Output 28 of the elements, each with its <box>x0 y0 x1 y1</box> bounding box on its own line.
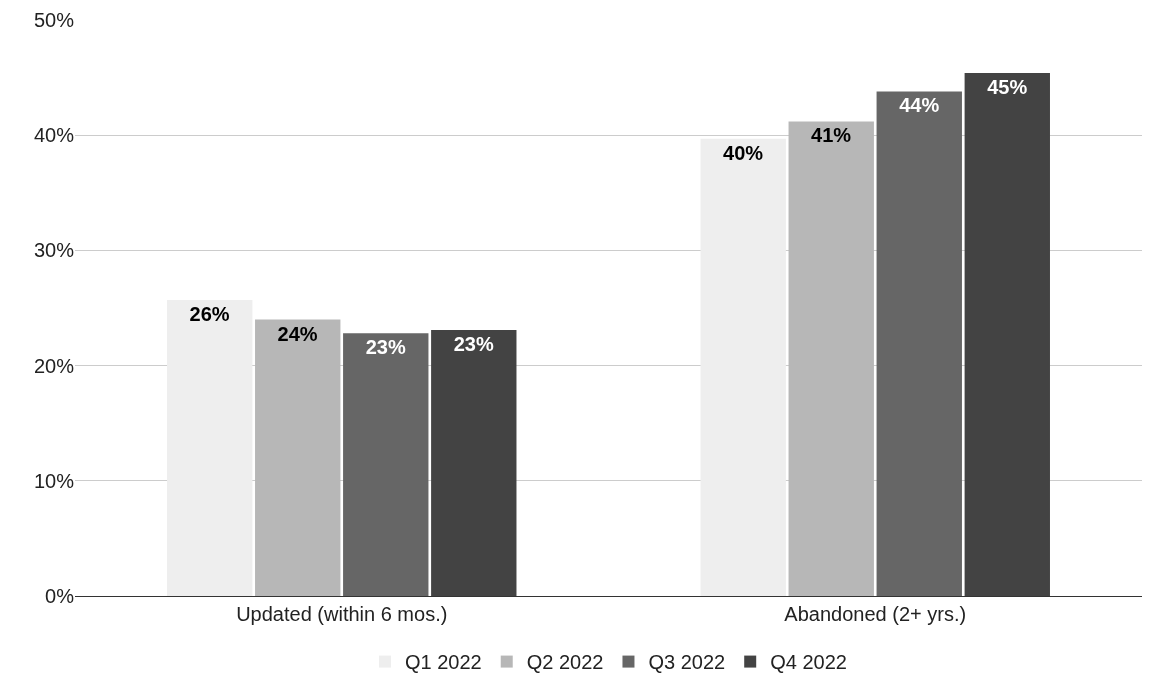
data-label: 44% <box>899 94 940 117</box>
legend-label: Q4 2022 <box>770 651 847 674</box>
data-label: 45% <box>987 75 1028 98</box>
data-label: 40% <box>723 141 764 164</box>
data-label: 23% <box>453 332 494 355</box>
legend-label: Q2 2022 <box>526 651 604 674</box>
data-label: 23% <box>365 336 406 359</box>
bar <box>964 72 1050 596</box>
y-tick-label: 0% <box>45 585 75 607</box>
x-tick-label: Updated (within 6 mos.) <box>236 603 448 625</box>
y-tick-label: 40% <box>33 124 75 147</box>
bar <box>255 319 341 596</box>
data-label: 26% <box>189 302 230 325</box>
bar <box>167 299 253 596</box>
bar <box>700 138 786 596</box>
x-tick-label: Abandoned (2+ yrs.) <box>784 603 967 625</box>
y-tick-label: 30% <box>33 239 75 262</box>
data-label: 24% <box>277 322 318 345</box>
bar <box>431 329 517 596</box>
y-tick-label: 10% <box>33 469 75 492</box>
legend-label: Q3 2022 <box>648 651 726 674</box>
bar <box>343 333 429 596</box>
legend-label: Q1 2022 <box>405 651 482 674</box>
y-tick-label: 20% <box>33 354 75 377</box>
bar <box>788 121 874 596</box>
data-label: 41% <box>811 124 852 147</box>
bar <box>876 91 962 596</box>
y-tick-label: 50% <box>33 9 75 31</box>
